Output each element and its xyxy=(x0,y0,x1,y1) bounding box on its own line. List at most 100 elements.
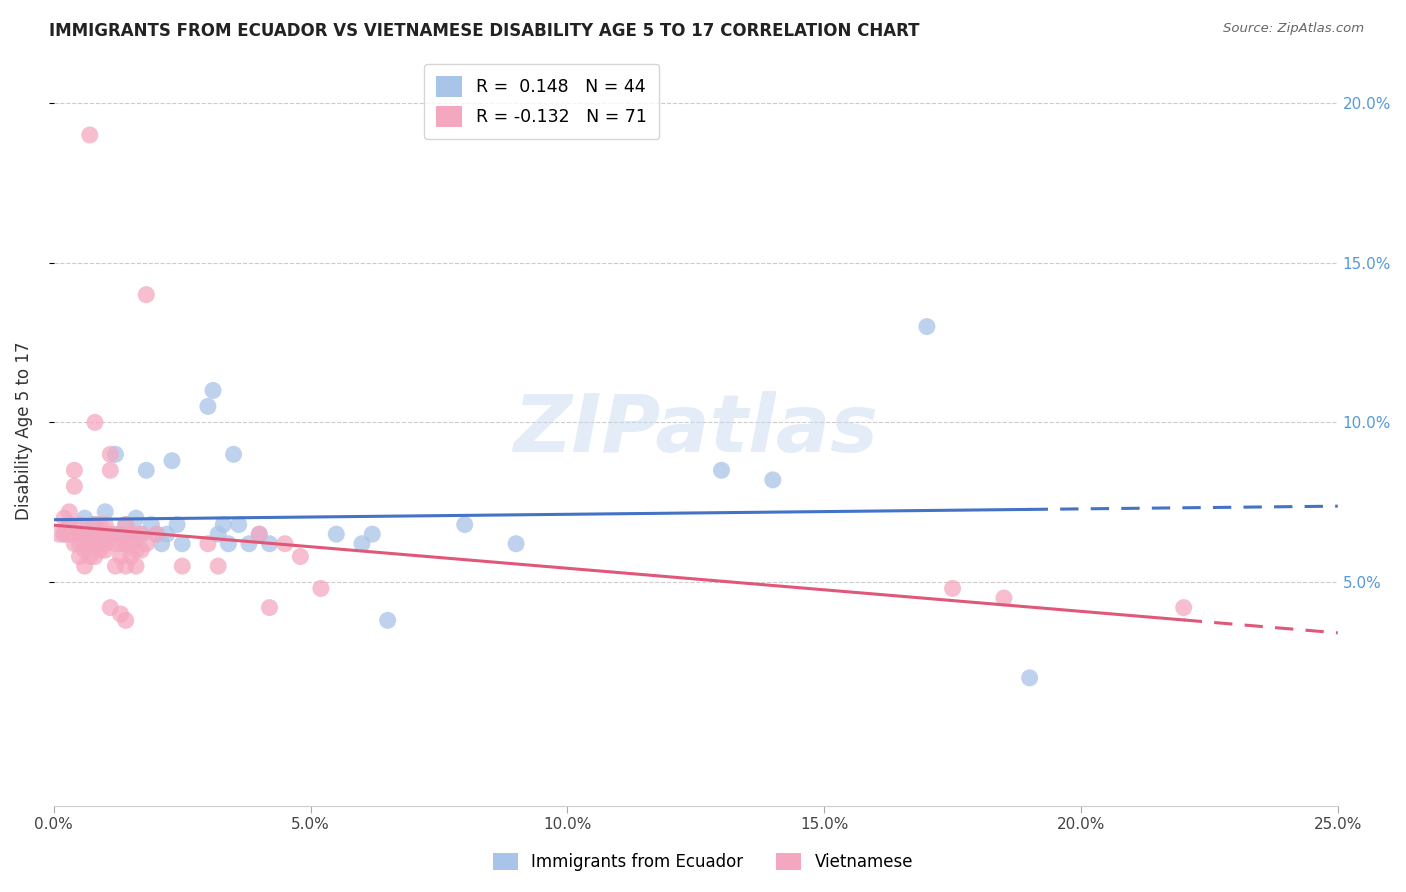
Text: IMMIGRANTS FROM ECUADOR VS VIETNAMESE DISABILITY AGE 5 TO 17 CORRELATION CHART: IMMIGRANTS FROM ECUADOR VS VIETNAMESE DI… xyxy=(49,22,920,40)
Point xyxy=(104,447,127,461)
Point xyxy=(141,517,163,532)
Point xyxy=(222,447,245,461)
Point xyxy=(73,559,96,574)
Point xyxy=(274,537,297,551)
Point xyxy=(110,549,132,564)
Point xyxy=(135,537,157,551)
Point xyxy=(114,537,136,551)
Point xyxy=(69,517,91,532)
Point xyxy=(350,537,373,551)
Point xyxy=(63,463,86,477)
Point xyxy=(207,527,229,541)
Point xyxy=(63,527,86,541)
Point xyxy=(145,527,167,541)
Point xyxy=(120,527,142,541)
Point xyxy=(993,591,1015,605)
Point xyxy=(120,549,142,564)
Point xyxy=(89,517,111,532)
Point xyxy=(94,537,117,551)
Point xyxy=(212,517,235,532)
Point xyxy=(172,559,194,574)
Point xyxy=(94,517,117,532)
Point xyxy=(53,527,76,541)
Point xyxy=(58,505,80,519)
Point xyxy=(290,549,312,564)
Point xyxy=(238,537,260,551)
Legend: R =  0.148   N = 44, R = -0.132   N = 71: R = 0.148 N = 44, R = -0.132 N = 71 xyxy=(425,64,659,139)
Point xyxy=(114,517,136,532)
Point xyxy=(89,527,111,541)
Y-axis label: Disability Age 5 to 17: Disability Age 5 to 17 xyxy=(15,341,32,520)
Point xyxy=(114,559,136,574)
Point xyxy=(79,527,101,541)
Point xyxy=(53,527,76,541)
Point xyxy=(98,600,121,615)
Point xyxy=(228,517,250,532)
Point xyxy=(110,527,132,541)
Point xyxy=(98,527,121,541)
Point xyxy=(172,537,194,551)
Legend: Immigrants from Ecuador, Vietnamese: Immigrants from Ecuador, Vietnamese xyxy=(484,845,922,880)
Point xyxy=(120,527,142,541)
Point xyxy=(454,517,477,532)
Point xyxy=(942,582,965,596)
Point xyxy=(79,537,101,551)
Point xyxy=(73,511,96,525)
Point xyxy=(94,505,117,519)
Point xyxy=(129,527,152,541)
Point xyxy=(84,549,107,564)
Point xyxy=(156,527,179,541)
Point xyxy=(202,384,225,398)
Point xyxy=(217,537,239,551)
Point xyxy=(129,543,152,558)
Point xyxy=(110,607,132,621)
Point xyxy=(197,537,219,551)
Point xyxy=(48,527,70,541)
Point xyxy=(73,527,96,541)
Point xyxy=(309,582,332,596)
Point xyxy=(69,527,91,541)
Point xyxy=(89,537,111,551)
Point xyxy=(58,517,80,532)
Point xyxy=(114,613,136,627)
Point xyxy=(114,517,136,532)
Point xyxy=(94,543,117,558)
Point xyxy=(125,543,148,558)
Point xyxy=(79,527,101,541)
Point xyxy=(58,517,80,532)
Point xyxy=(104,527,127,541)
Point xyxy=(207,559,229,574)
Point xyxy=(58,527,80,541)
Point xyxy=(1018,671,1040,685)
Point xyxy=(104,537,127,551)
Text: ZIPatlas: ZIPatlas xyxy=(513,392,879,469)
Point xyxy=(89,543,111,558)
Point xyxy=(69,537,91,551)
Point xyxy=(84,537,107,551)
Point xyxy=(762,473,785,487)
Point xyxy=(125,511,148,525)
Point xyxy=(79,128,101,142)
Point xyxy=(84,416,107,430)
Point xyxy=(63,527,86,541)
Point xyxy=(150,537,173,551)
Point xyxy=(145,527,167,541)
Point xyxy=(710,463,733,477)
Point xyxy=(63,537,86,551)
Point xyxy=(104,559,127,574)
Text: Source: ZipAtlas.com: Source: ZipAtlas.com xyxy=(1223,22,1364,36)
Point xyxy=(129,527,152,541)
Point xyxy=(53,511,76,525)
Point xyxy=(69,527,91,541)
Point xyxy=(98,463,121,477)
Point xyxy=(505,537,527,551)
Point xyxy=(79,549,101,564)
Point xyxy=(361,527,384,541)
Point xyxy=(84,527,107,541)
Point xyxy=(160,453,183,467)
Point xyxy=(259,600,281,615)
Point xyxy=(166,517,188,532)
Point xyxy=(247,527,270,541)
Point xyxy=(1173,600,1195,615)
Point xyxy=(377,613,399,627)
